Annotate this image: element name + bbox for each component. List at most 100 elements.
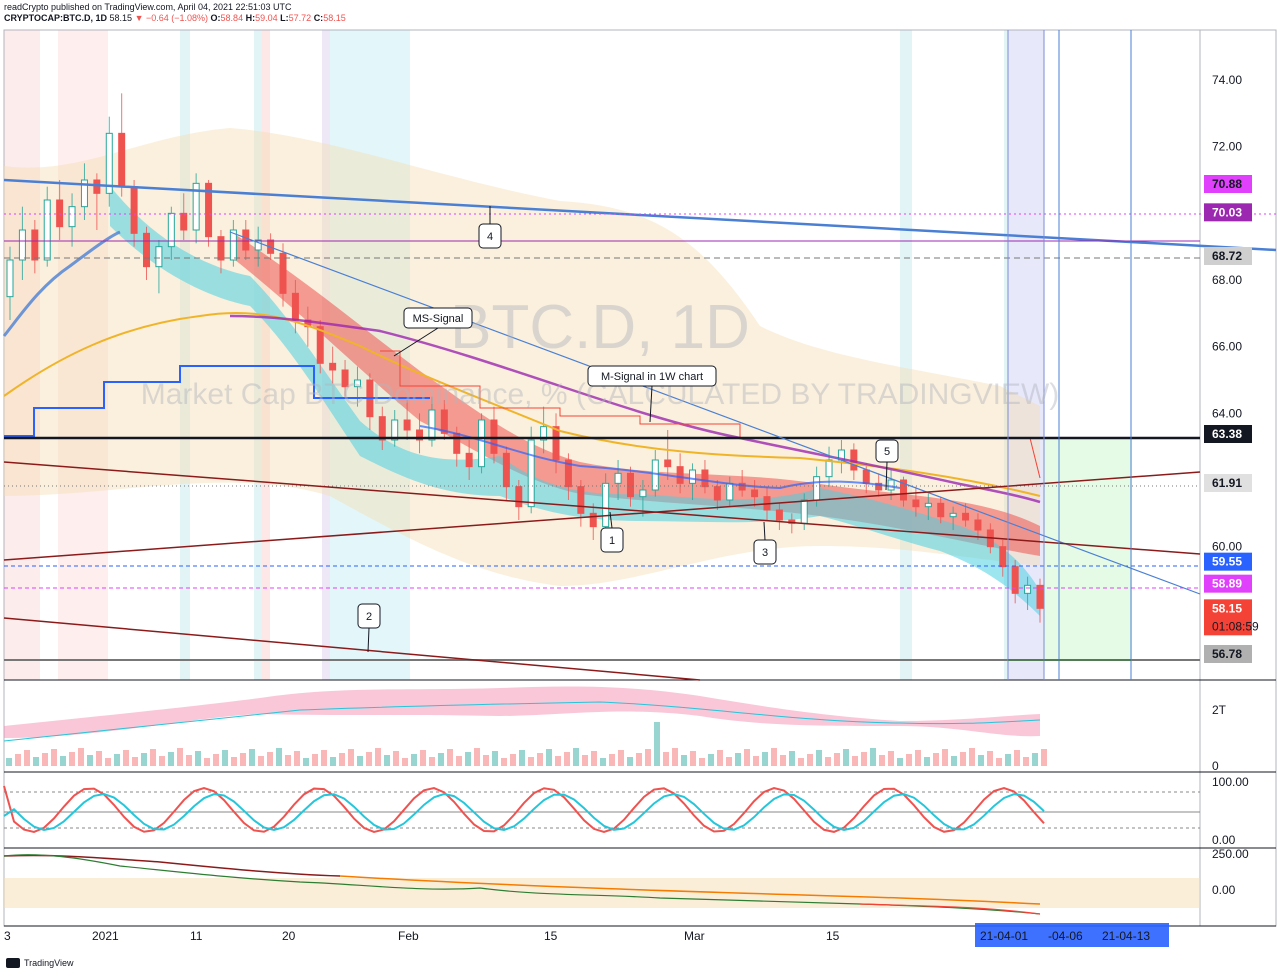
- ma-line-yellow: [3, 311, 1041, 497]
- volume-bar: [177, 748, 183, 766]
- candle: [899, 476, 907, 507]
- candle: [490, 406, 498, 464]
- volume-bar: [789, 751, 795, 766]
- volume-bar: [798, 758, 804, 766]
- candle: [254, 226, 262, 267]
- volume-bar: [222, 750, 228, 766]
- time-tick: 11: [190, 929, 203, 943]
- price-label: 56.78: [1204, 645, 1252, 663]
- candle: [825, 446, 833, 487]
- open-value: 58.84: [220, 13, 244, 23]
- candle: [949, 506, 957, 530]
- price-label: 58.89: [1204, 574, 1252, 593]
- callout-text: M-Signal in 1W chart: [601, 371, 703, 383]
- volume-bar: [141, 753, 147, 766]
- time-highlight: [975, 923, 1169, 947]
- volume-bar: [582, 755, 588, 766]
- close-value: 58.15: [323, 13, 346, 23]
- annotations: MS-Signal M-Signal in 1W chart 1 2 3 4 5: [357, 206, 899, 653]
- close-label: C:: [313, 13, 324, 23]
- volume-bar: [348, 749, 354, 766]
- volume-bar: [1023, 757, 1029, 766]
- candle: [564, 453, 572, 500]
- candle: [155, 240, 163, 294]
- volume-bar: [240, 753, 246, 766]
- volume-bar: [105, 758, 111, 766]
- volume-pane: 2T 0: [3, 686, 1227, 773]
- candle: [552, 413, 560, 474]
- volume-bar: [114, 754, 120, 766]
- callout-text: 4: [487, 231, 493, 243]
- channel-upper: [3, 461, 1201, 555]
- volume-bar: [672, 748, 678, 766]
- volume-bar: [258, 756, 264, 766]
- volume-bar: [339, 753, 345, 766]
- countdown-text: 01:08:59: [1212, 619, 1259, 633]
- price-label: 70.03: [1204, 203, 1252, 222]
- volume-bar: [717, 750, 723, 766]
- candle: [18, 206, 26, 280]
- channel-rising: [3, 471, 1201, 561]
- volume-bar: [150, 749, 156, 766]
- volume-bar: [987, 751, 993, 766]
- price-label: 58.15 01:08:59: [1204, 599, 1259, 636]
- candle: [93, 173, 101, 230]
- volume-bar: [276, 748, 282, 766]
- osc-tick: 100.00: [1212, 775, 1249, 789]
- candle: [974, 513, 982, 540]
- price-change: ▼ −0.64 (−1.08%): [134, 13, 209, 23]
- volume-bar: [168, 752, 174, 766]
- volume-bar: [24, 750, 30, 766]
- osc-line-red: [3, 785, 1045, 834]
- volume-bar: [906, 754, 912, 766]
- volume-bar: [366, 752, 372, 766]
- candle: [602, 473, 610, 534]
- footer-brand: TradingView: [24, 958, 74, 968]
- candle: [912, 486, 920, 517]
- volume-bar: [780, 755, 786, 766]
- price-label: 70.88: [1204, 175, 1252, 193]
- momentum-line-red: [859, 903, 1041, 915]
- candle: [689, 463, 697, 500]
- volume-bar: [60, 756, 66, 766]
- momentum-line-orange: [339, 875, 1041, 905]
- volume-bar: [501, 758, 507, 766]
- volume-bar: [357, 756, 363, 766]
- chart-canvas[interactable]: 74.00 72.00 68.00 66.00 64.00 60.00 70.88 70.03…: [0, 26, 1280, 954]
- open-label: O:: [210, 13, 221, 23]
- candle: [1011, 560, 1019, 604]
- candle: [540, 406, 548, 454]
- candle: [962, 503, 970, 527]
- price-label: 68.72: [1204, 247, 1252, 265]
- volume-bar: [636, 753, 642, 766]
- time-tick: 20: [282, 929, 296, 943]
- volume-bar: [843, 749, 849, 766]
- volume-bar: [1005, 754, 1011, 766]
- callout: 3: [753, 521, 777, 565]
- price-label-text: 61.91: [1212, 476, 1242, 490]
- time-tick: Mar: [684, 929, 705, 943]
- volume-bar: [78, 748, 84, 766]
- channel-lower: [3, 617, 701, 681]
- volume-bar: [213, 754, 219, 766]
- volume-bar: [861, 752, 867, 766]
- volume-bar: [762, 752, 768, 766]
- candle: [775, 503, 783, 530]
- volume-bar: [690, 751, 696, 766]
- volume-bar: [204, 758, 210, 766]
- volume-bar: [528, 757, 534, 766]
- volume-bar: [555, 756, 561, 766]
- candle: [341, 360, 349, 397]
- volume-bar: [654, 722, 660, 766]
- price-tick: 64.00: [1212, 406, 1242, 420]
- volume-bar: [645, 749, 651, 766]
- volume-bar: [132, 757, 138, 766]
- volume-bar: [375, 748, 381, 766]
- candlestick-series: [6, 93, 1044, 623]
- candle: [56, 180, 64, 240]
- candle: [217, 230, 225, 274]
- momentum-line-dark: [3, 854, 341, 877]
- callout-text: 2: [366, 611, 372, 623]
- time-axis: 3 2021 11 20 Feb 15 Mar 15 21-04-01 -04-06 21-04-1…: [4, 923, 1169, 947]
- price-tick: 72.00: [1212, 140, 1242, 154]
